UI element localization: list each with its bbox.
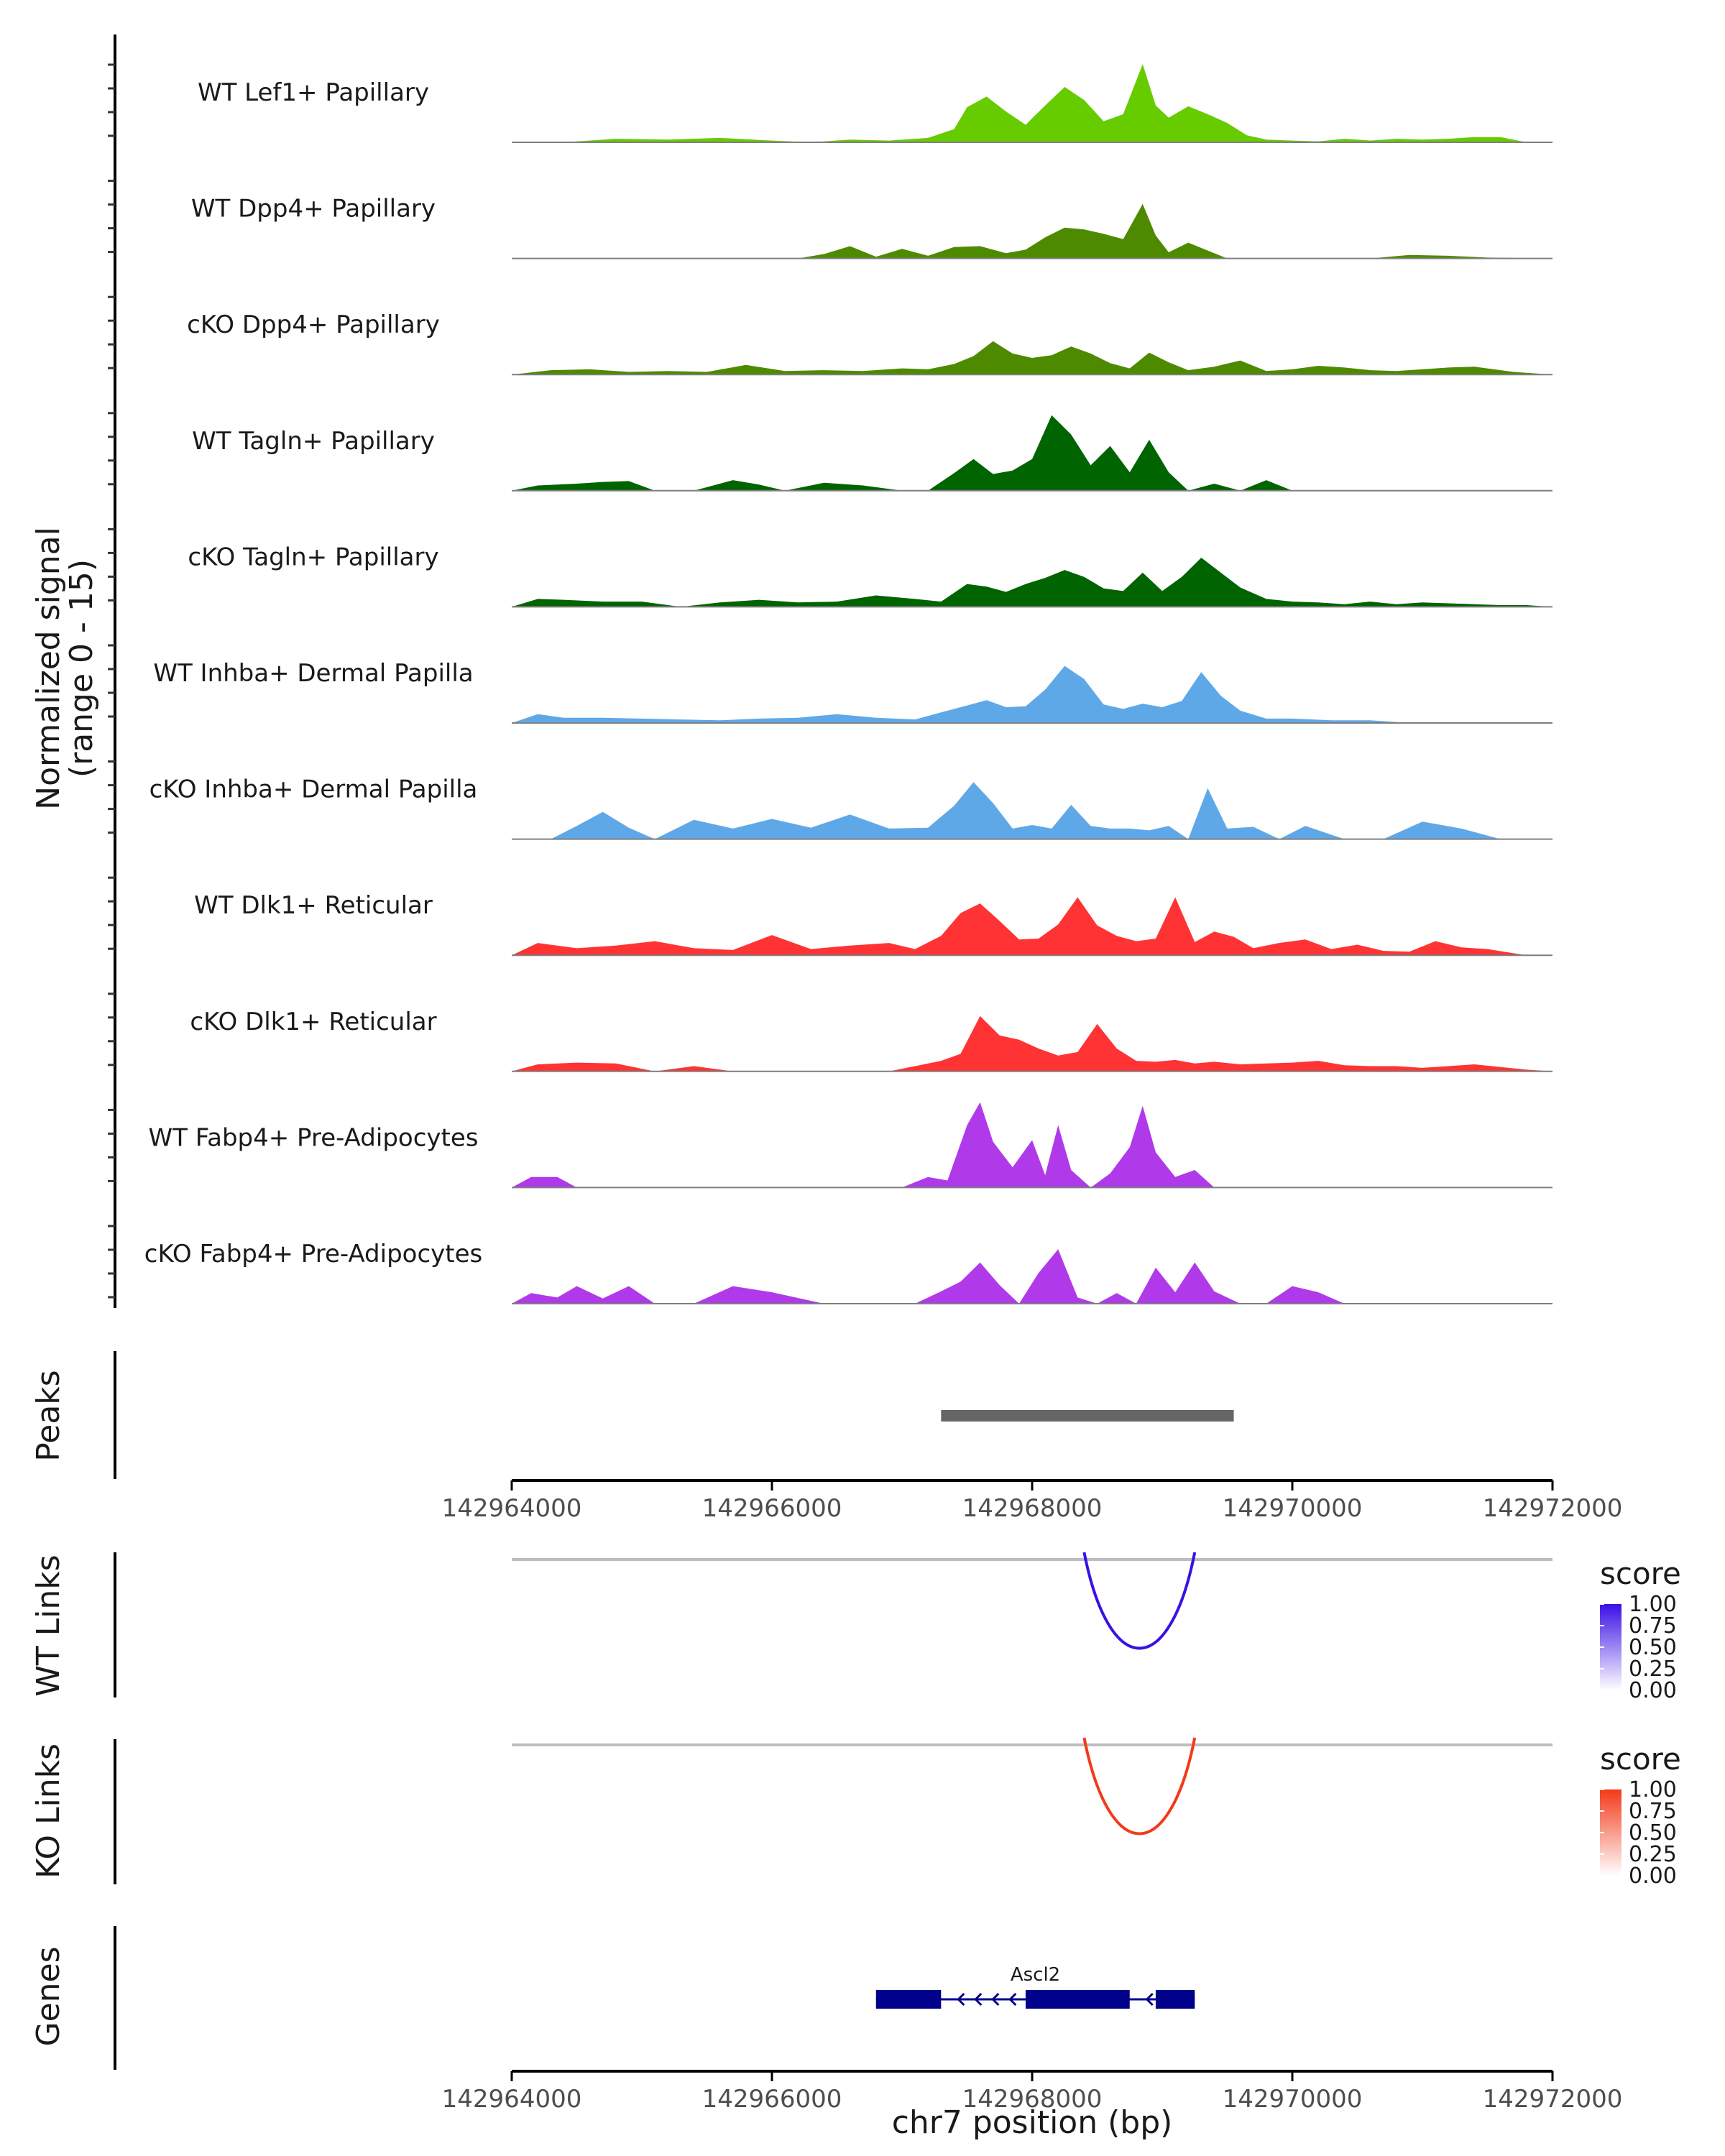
ko-score-legend: score 1.000.750.500.250.00 — [1600, 1741, 1681, 1889]
legend-tick-label: 0.50 — [1629, 1635, 1677, 1660]
peaks-panel: Peaks 142964000 142966000 142968000 1429700… — [30, 1351, 1622, 1523]
peaks-bars — [941, 1410, 1234, 1422]
coverage-tracks: WT Lef1+ Papillary WT Dpp4+ Papillary cKO … — [144, 64, 1552, 1304]
coverage-area — [512, 1015, 1552, 1072]
legend-tick-label: 0.25 — [1629, 1657, 1677, 1682]
coverage-track: WT Lef1+ Papillary — [198, 64, 1552, 143]
peaks-x-axis-ticks: 142964000 142966000 142968000 142970000 1429… — [442, 1480, 1623, 1523]
strand-arrow — [974, 1992, 983, 2007]
gene-exon — [1025, 1990, 1130, 2009]
coverage-area — [512, 897, 1552, 956]
wt-legend-title: score — [1600, 1556, 1681, 1591]
coverage-area — [512, 558, 1552, 607]
gene-exon — [875, 1990, 942, 2009]
genes-x-axis-ticks: 142964000 142966000 142968000 142970000 1429… — [442, 2071, 1623, 2114]
coverage-panel: Normalized signal (range 0 - 15) WT Lef1… — [30, 34, 1552, 1308]
ko-links-label: KO Links — [30, 1743, 67, 1879]
coverage-track: WT Dpp4+ Papillary — [191, 195, 1552, 259]
legend-tick-label: 0.25 — [1629, 1842, 1677, 1867]
genes-label: Genes — [30, 1946, 67, 2046]
legend-tick-label: 1.00 — [1629, 1777, 1677, 1802]
coverage-ylabel-line1: Normalized signal — [30, 527, 67, 810]
strand-arrow — [957, 1992, 965, 2007]
legend-tick-label: 0.75 — [1629, 1613, 1677, 1639]
track-label: cKO Dpp4+ Papillary — [187, 310, 440, 339]
legend-tick-label: 0.00 — [1629, 1864, 1677, 1889]
wt-links-arcs — [1082, 1552, 1197, 1650]
x-tick-label: 142966000 — [702, 1494, 842, 1523]
coverage-track: WT Fabp4+ Pre-Adipocytes — [149, 1102, 1552, 1189]
track-label: cKO Fabp4+ Pre-Adipocytes — [144, 1240, 483, 1268]
coverage-area — [512, 665, 1552, 723]
coverage-track: WT Tagln+ Papillary — [192, 415, 1552, 492]
x-axis-title: chr7 position (bp) — [892, 2104, 1173, 2141]
track-label: WT Inhba+ Dermal Papilla — [153, 659, 473, 688]
legend-tick-label: 0.50 — [1629, 1820, 1677, 1846]
legend-tick-label: 0.75 — [1629, 1799, 1677, 1824]
genes-panel: Genes Ascl2 142964000 142966000 142968000 1… — [30, 1926, 1622, 2141]
strand-arrow — [1008, 1992, 1017, 2007]
legend-tick-label: 1.00 — [1629, 1592, 1677, 1617]
x-tick-label: 142966000 — [702, 2085, 842, 2114]
ko-legend-title: score — [1600, 1741, 1681, 1777]
x-tick-label: 142964000 — [442, 2085, 582, 2114]
gene-name-label: Ascl2 — [1011, 1964, 1060, 1986]
ko-links-arcs — [1082, 1737, 1197, 1835]
coverage-area — [512, 203, 1552, 259]
track-label: WT Dlk1+ Reticular — [194, 891, 433, 920]
track-label: WT Tagln+ Papillary — [192, 427, 435, 456]
coverage-track: WT Inhba+ Dermal Papilla — [153, 659, 1552, 724]
ko-links-panel: KO Links score 1.000.750.500.250.00 — [30, 1737, 1681, 1889]
coverage-area — [512, 415, 1552, 491]
legend-tick-label: 0.00 — [1629, 1678, 1677, 1703]
coverage-y-ticks — [108, 63, 115, 1299]
coverage-area — [512, 782, 1552, 839]
coverage-track: WT Dlk1+ Reticular — [194, 891, 1552, 957]
coverage-area — [512, 1249, 1552, 1304]
coverage-area — [512, 64, 1552, 142]
track-label: WT Lef1+ Papillary — [198, 78, 429, 107]
link-arc — [1082, 1737, 1197, 1835]
x-tick-label: 142968000 — [962, 1494, 1103, 1523]
x-tick-label: 142972000 — [1483, 1494, 1623, 1523]
x-tick-label: 142970000 — [1223, 2085, 1363, 2114]
track-label: WT Fabp4+ Pre-Adipocytes — [149, 1123, 479, 1152]
track-label: cKO Tagln+ Papillary — [188, 543, 438, 571]
wt-links-label: WT Links — [30, 1554, 67, 1696]
track-label: cKO Inhba+ Dermal Papilla — [150, 775, 478, 804]
coverage-track: cKO Fabp4+ Pre-Adipocytes — [144, 1240, 1552, 1304]
coverage-track: cKO Inhba+ Dermal Papilla — [150, 775, 1552, 840]
track-label: cKO Dlk1+ Reticular — [190, 1008, 436, 1036]
peaks-label: Peaks — [30, 1370, 67, 1461]
peak-interval — [941, 1410, 1234, 1422]
coverage-track: cKO Dpp4+ Papillary — [187, 310, 1552, 376]
coverage-ylabel-line2: (range 0 - 15) — [63, 559, 100, 778]
coverage-area — [512, 1102, 1552, 1188]
gene-exon — [1155, 1990, 1195, 2009]
x-tick-label: 142972000 — [1483, 2085, 1623, 2114]
wt-links-panel: WT Links score 1.000.750.500.250.00 — [30, 1552, 1681, 1703]
coverage-area — [512, 341, 1552, 375]
strand-arrow — [1145, 1992, 1154, 2007]
strand-arrow — [991, 1992, 1000, 2007]
wt-score-legend: score 1.000.750.500.250.00 — [1600, 1556, 1681, 1703]
x-tick-label: 142970000 — [1223, 1494, 1363, 1523]
x-tick-label: 142968000 — [962, 2085, 1103, 2114]
link-arc — [1082, 1552, 1197, 1650]
gene-models: Ascl2 — [875, 1964, 1195, 2009]
x-tick-label: 142964000 — [442, 1494, 582, 1523]
track-label: WT Dpp4+ Papillary — [191, 195, 436, 224]
coverage-track: cKO Dlk1+ Reticular — [190, 1008, 1552, 1072]
coverage-track: cKO Tagln+ Papillary — [188, 543, 1552, 608]
